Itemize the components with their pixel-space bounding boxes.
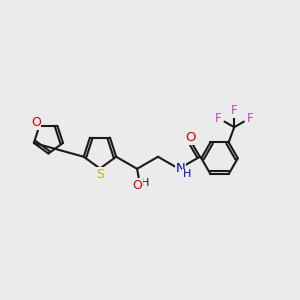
Text: S: S <box>96 168 104 181</box>
Text: H: H <box>183 169 191 179</box>
Text: O: O <box>31 116 41 129</box>
Text: O: O <box>133 179 142 192</box>
Text: O: O <box>186 131 196 144</box>
Text: F: F <box>231 104 238 117</box>
Text: F: F <box>247 112 253 125</box>
Text: N: N <box>176 162 185 175</box>
Text: H: H <box>141 178 150 188</box>
Text: F: F <box>215 112 222 125</box>
